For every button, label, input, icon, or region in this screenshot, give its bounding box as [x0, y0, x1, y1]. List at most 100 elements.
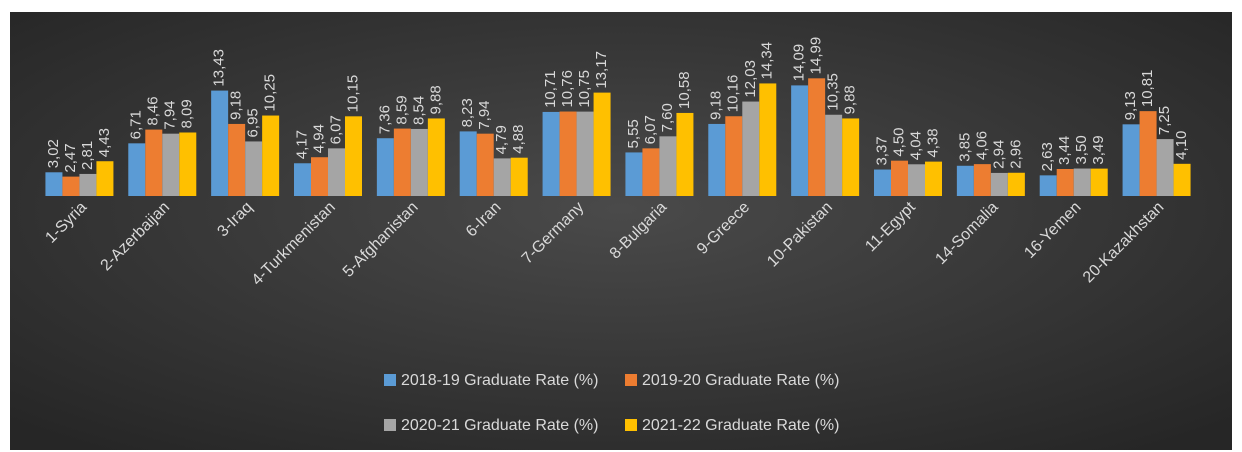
data-label: 13,17 [593, 51, 610, 89]
bar [908, 164, 925, 196]
legend-swatch [384, 419, 396, 431]
bar [659, 136, 677, 196]
data-label: 9,88 [427, 85, 444, 114]
legend-swatch [384, 374, 396, 386]
data-label: 3,50 [1073, 135, 1090, 164]
data-label: 4,50 [890, 127, 907, 156]
bar [179, 132, 197, 196]
data-label: 3,44 [1056, 136, 1073, 165]
bar [376, 138, 394, 196]
bar [990, 172, 1008, 196]
data-label: 4,88 [510, 124, 527, 153]
data-label: 3,02 [45, 139, 62, 168]
bar [1139, 111, 1157, 196]
data-label: 2,63 [1039, 142, 1056, 171]
data-label: 6,95 [245, 108, 262, 137]
bar [62, 176, 80, 196]
bar [742, 101, 760, 196]
bar [625, 152, 643, 196]
data-label: 8,46 [145, 96, 162, 125]
data-label: 7,25 [1156, 106, 1173, 135]
bar [973, 164, 991, 196]
data-label: 3,49 [1090, 135, 1107, 164]
data-label: 4,17 [293, 130, 310, 159]
data-label: 10,81 [1139, 70, 1156, 108]
data-label: 9,18 [228, 91, 245, 120]
bar [925, 161, 942, 196]
data-label: 4,94 [310, 124, 327, 153]
data-label: 7,94 [476, 100, 493, 129]
bar [725, 116, 743, 196]
data-label: 6,07 [327, 115, 344, 144]
bar [1039, 175, 1057, 196]
bar [642, 148, 660, 196]
bar [1122, 124, 1140, 196]
bar [228, 123, 246, 196]
bar [808, 78, 826, 196]
data-label: 8,59 [393, 95, 410, 124]
data-label: 9,13 [1122, 91, 1139, 120]
data-label: 2,96 [1007, 140, 1024, 169]
bar [493, 158, 511, 196]
chart-background [10, 12, 1232, 450]
data-label: 10,16 [725, 75, 742, 113]
data-label: 14,34 [759, 42, 776, 80]
bar [891, 160, 908, 196]
bar [79, 173, 97, 196]
data-label: 12,03 [742, 60, 759, 98]
bar [1090, 168, 1108, 196]
data-label: 4,38 [924, 128, 941, 157]
legend-swatch [625, 419, 637, 431]
bar [510, 157, 528, 196]
data-label: 3,37 [873, 136, 890, 165]
data-label: 2,47 [62, 143, 79, 172]
legend-label: 2018-19 Graduate Rate (%) [401, 372, 598, 389]
bar [145, 129, 163, 196]
bar [559, 111, 577, 196]
bar [459, 131, 477, 196]
bar [1056, 168, 1074, 196]
data-label: 10,35 [825, 73, 842, 111]
data-label: 4,04 [907, 131, 924, 160]
data-label: 3,85 [956, 133, 973, 162]
data-label: 13,43 [211, 49, 228, 87]
legend-swatch [625, 374, 637, 386]
bar [162, 133, 180, 196]
data-label: 7,36 [376, 105, 393, 134]
bar [1156, 139, 1174, 196]
data-label: 10,15 [344, 75, 361, 113]
data-label: 6,71 [128, 110, 145, 139]
bar [410, 128, 428, 196]
bar [328, 148, 345, 196]
data-label: 10,75 [576, 70, 593, 108]
bar [874, 169, 891, 196]
bar [759, 83, 777, 196]
data-label: 14,99 [808, 37, 825, 75]
data-label: 8,23 [459, 98, 476, 127]
data-label: 7,94 [162, 100, 179, 129]
bar [128, 143, 146, 196]
data-label: 4,06 [973, 131, 990, 160]
bar [45, 172, 63, 196]
data-label: 5,55 [625, 119, 642, 148]
data-label: 9,88 [842, 85, 859, 114]
data-label: 6,07 [642, 115, 659, 144]
data-label: 14,09 [791, 44, 808, 82]
bar [211, 90, 229, 196]
data-label: 10,25 [262, 74, 279, 112]
bar [427, 118, 445, 196]
bar [393, 128, 411, 196]
bar [842, 118, 860, 196]
data-label: 2,94 [990, 140, 1007, 169]
bar [1173, 163, 1191, 196]
bar [676, 112, 694, 196]
bar [956, 165, 974, 196]
bar [1007, 172, 1025, 196]
legend-label: 2019-20 Graduate Rate (%) [642, 372, 839, 389]
bar [825, 114, 843, 196]
data-label: 10,58 [676, 71, 693, 109]
data-label: 2,81 [79, 141, 96, 170]
legend-label: 2020-21 Graduate Rate (%) [401, 417, 598, 434]
data-label: 9,18 [708, 91, 725, 120]
